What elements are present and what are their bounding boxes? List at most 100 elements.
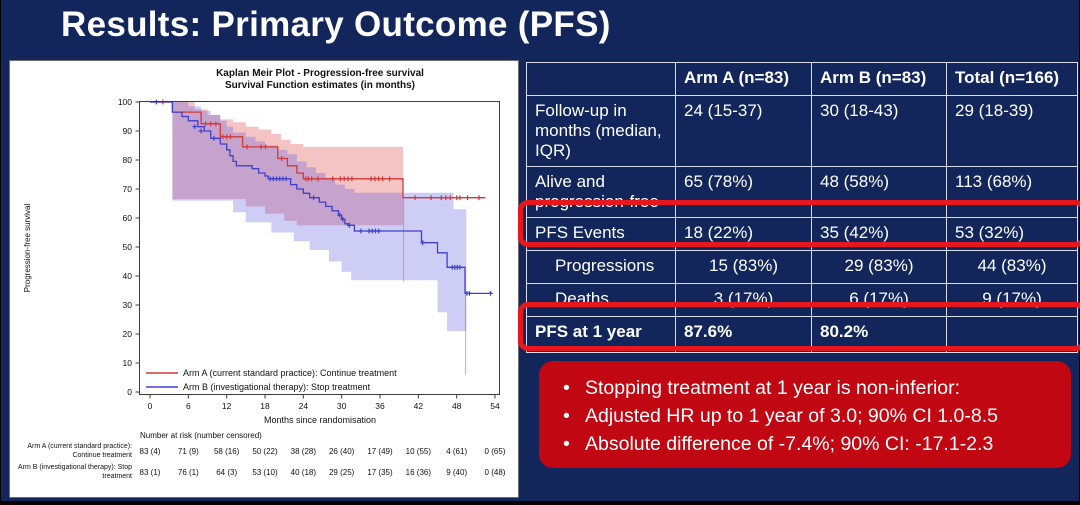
y-tick-label: 60 <box>123 213 133 223</box>
row-label: Progressions <box>526 250 676 284</box>
censor-mark-arm-a <box>203 121 208 127</box>
risk-value: 0 (48) <box>485 468 506 477</box>
risk-value: 64 (3) <box>216 468 237 477</box>
x-tick-label: 0 <box>148 401 153 411</box>
risk-table-header: Number at risk (number censored) <box>140 431 262 440</box>
results-table: Arm A (n=83) Arm B (n=83) Total (n=166) … <box>526 62 1078 353</box>
y-tick-label: 20 <box>123 329 133 339</box>
risk-value: 40 (18) <box>291 468 317 477</box>
x-tick-label: 12 <box>222 401 232 411</box>
cell-value: 80.2% <box>811 316 947 353</box>
risk-value: 17 (49) <box>367 447 393 456</box>
cell-value: 44 (83%) <box>946 250 1078 284</box>
risk-value: 9 (40) <box>446 468 467 477</box>
legend-label-arm-a: Arm A (current standard practice): Conti… <box>183 368 397 378</box>
callout-bullet-1: Stopping treatment at 1 year is non-infe… <box>555 374 1061 402</box>
cell-value: 15 (83%) <box>675 250 812 284</box>
callout-bullet-2: Adjusted HR up to 1 year of 3.0; 90% CI … <box>555 402 1061 430</box>
censor-mark-arm-b <box>467 291 472 296</box>
header-empty <box>526 62 676 96</box>
risk-value: 16 (36) <box>406 468 432 477</box>
risk-value: 50 (22) <box>252 447 278 456</box>
censor-mark-arm-a <box>213 121 219 127</box>
table-row-pfs-1-year: PFS at 1 year 87.6% 80.2% <box>526 316 1078 353</box>
plot-y-axis-label: Progression-free survival <box>23 204 32 293</box>
plot-title-line2: Survival Function estimates (in months) <box>225 80 415 91</box>
header-total: Total (n=166) <box>946 62 1078 96</box>
legend-label-arm-b: Arm B (investigational therapy): Stop tr… <box>183 382 371 392</box>
censor-mark-arm-a <box>208 121 214 127</box>
slide-title: Results: Primary Outcome (PFS) <box>61 5 611 44</box>
censor-mark-arm-b <box>457 264 463 270</box>
conclusion-callout: Stopping treatment at 1 year is non-infe… <box>539 361 1071 468</box>
plot-axes: 0 10 20 30 40 50 60 70 80 90 100 0 6 12 18 24 30 36 42 48 54 <box>118 97 500 411</box>
plot-legend: Arm A (current standard practice): Conti… <box>146 368 397 392</box>
censor-mark-arm-a <box>228 134 233 140</box>
censor-mark-arm-a <box>309 176 314 182</box>
censor-mark-arm-b <box>311 195 316 201</box>
callout-bullet-3: Absolute difference of -7.4%; 90% CI: -1… <box>555 430 1061 458</box>
cell-value: 113 (68%) <box>946 166 1078 218</box>
risk-row-label: Continue treatment <box>72 452 132 459</box>
number-at-risk-table: Arm A (current standard practice): Contin… <box>18 443 506 480</box>
km-curves <box>150 99 493 296</box>
table-row-progressions: Progressions 15 (83%) 29 (83%) 44 (83%) <box>526 250 1078 284</box>
censor-mark-arm-a <box>428 195 434 201</box>
cell-value <box>946 316 1078 353</box>
censor-mark-arm-b <box>346 222 352 228</box>
y-tick-label: 30 <box>123 300 133 310</box>
censor-mark-arm-b <box>337 212 343 218</box>
risk-row-label: treatment <box>102 473 132 480</box>
cell-value: 87.6% <box>675 316 812 353</box>
cell-value: 6 (17%) <box>811 283 947 317</box>
cell-value: 3 (17%) <box>675 283 812 317</box>
y-tick-label: 70 <box>123 184 133 194</box>
risk-value: 53 (10) <box>252 468 278 477</box>
risk-value: 17 (35) <box>367 468 393 477</box>
ci-bands <box>172 102 467 375</box>
risk-value: 0 (65) <box>485 447 506 456</box>
risk-value: 29 (25) <box>329 468 355 477</box>
y-tick-label: 50 <box>123 242 133 252</box>
censor-mark-arm-a <box>438 195 444 201</box>
table-header-row: Arm A (n=83) Arm B (n=83) Total (n=166) <box>526 62 1078 96</box>
cell-value: 48 (58%) <box>811 166 947 218</box>
cell-value: 29 (18-39) <box>946 95 1078 167</box>
header-arm-a: Arm A (n=83) <box>675 62 812 96</box>
censor-mark-arm-a <box>330 176 336 182</box>
y-tick-label: 10 <box>123 358 133 368</box>
y-tick-label: 40 <box>123 271 133 281</box>
censor-mark-arm-b <box>358 228 364 234</box>
row-label: Alive and progression-free <box>526 166 676 218</box>
censor-mark-arm-a <box>258 144 264 150</box>
censor-mark-arm-b <box>376 228 382 234</box>
censor-mark-arm-a <box>263 144 268 150</box>
censor-mark-arm-a <box>380 176 385 182</box>
risk-value: 38 (28) <box>291 447 317 456</box>
x-tick-label: 54 <box>490 401 500 411</box>
risk-value: 71 (9) <box>178 447 199 456</box>
plot-frame <box>139 101 500 395</box>
censor-mark-arm-b <box>488 291 493 296</box>
censor-mark-arm-b <box>420 240 426 246</box>
cell-value: 24 (15-37) <box>675 95 812 167</box>
table-row-alive: Alive and progression-free 65 (78%) 48 (… <box>526 166 1078 218</box>
censor-mark-arm-a <box>279 156 284 161</box>
km-plot: Kaplan Meir Plot - Progression-free surv… <box>18 68 506 480</box>
plot-title-line1: Kaplan Meir Plot - Progression-free surv… <box>216 68 424 79</box>
censor-mark-arm-b <box>192 124 198 130</box>
censor-mark-arm-a <box>443 195 449 201</box>
censor-mark-arm-b <box>198 128 204 134</box>
cell-value: 65 (78%) <box>675 166 812 218</box>
x-tick-label: 24 <box>299 401 309 411</box>
risk-value: 83 (4) <box>140 447 161 456</box>
cell-value: 53 (32%) <box>946 217 1078 251</box>
table-row-deaths: Deaths 3 (17%) 6 (17%) 9 (17%) <box>526 283 1078 317</box>
censor-mark-arm-a <box>412 195 418 201</box>
censor-mark-arm-b <box>340 217 346 222</box>
risk-row-label: Arm A (current standard practice): <box>27 443 132 450</box>
censor-mark-arm-b <box>283 176 289 182</box>
cell-value: 29 (83%) <box>811 250 947 284</box>
risk-value: 58 (16) <box>214 447 240 456</box>
